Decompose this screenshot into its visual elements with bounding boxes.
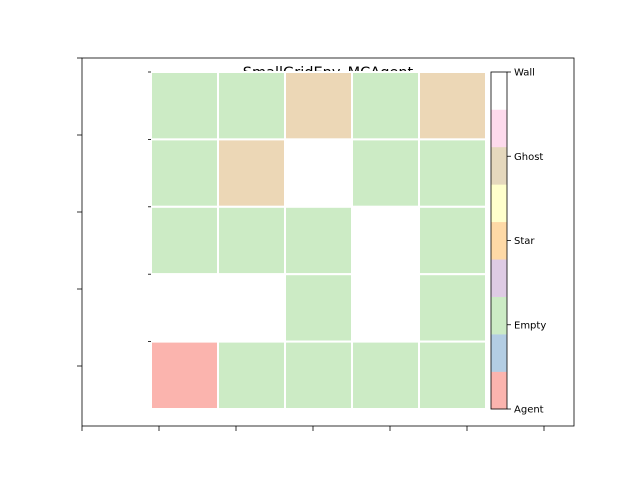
colorbar-segment-2 bbox=[491, 296, 507, 335]
grid-cell-r4-c3 bbox=[351, 340, 420, 411]
colorbar-segment-0 bbox=[491, 371, 507, 410]
colorbar-segment-3 bbox=[491, 259, 507, 297]
grid-cell-r1-c0 bbox=[150, 138, 219, 208]
grid-cell-r2-c2 bbox=[284, 205, 353, 276]
colorbar: Agent Empty Star Ghost Wall bbox=[490, 68, 546, 416]
colorbar-segment-8 bbox=[491, 72, 507, 110]
grid-cell-r0-c0 bbox=[150, 71, 219, 141]
grid-cell-r1-c2 bbox=[284, 138, 353, 208]
grid-cell-r3-c3 bbox=[351, 273, 420, 343]
colorbar-tick-label-ghost: Ghost bbox=[514, 152, 543, 163]
grid-cell-r1-c3 bbox=[351, 138, 420, 208]
grid-cell-r2-c4 bbox=[418, 205, 487, 276]
grid-cell-r2-c1 bbox=[217, 205, 286, 276]
colorbar-segment-7 bbox=[491, 109, 507, 148]
colorbar-tick-label-star: Star bbox=[514, 236, 535, 247]
grid-cell-r4-c1 bbox=[217, 340, 286, 411]
axes-ticks bbox=[77, 57, 545, 431]
grid-cell-r1-c4 bbox=[418, 138, 487, 208]
grid-cell-r4-c4 bbox=[418, 340, 487, 411]
grid-cell-r3-c0 bbox=[150, 273, 219, 343]
colorbar-segment-4 bbox=[491, 221, 507, 260]
grid-cell-r2-c0 bbox=[150, 205, 219, 276]
grid-cell-r4-c2 bbox=[284, 340, 353, 411]
colorbar-tick-label-wall: Wall bbox=[514, 68, 535, 79]
grid-cell-r2-c3 bbox=[351, 205, 420, 276]
grid-cell-r3-c1 bbox=[217, 273, 286, 343]
colorbar-segment-1 bbox=[491, 334, 507, 372]
grid-cell-r3-c4 bbox=[418, 273, 487, 343]
colorbar-tick-label-agent: Agent bbox=[514, 405, 544, 416]
colorbar-segment-5 bbox=[491, 184, 507, 223]
colorbar-tick-label-empty: Empty bbox=[514, 320, 546, 331]
axes-frame bbox=[81, 57, 575, 427]
grid-cell-r0-c1 bbox=[217, 71, 286, 141]
grid-cell-r1-c1 bbox=[217, 138, 286, 208]
grid-cell-r0-c2 bbox=[284, 71, 353, 141]
grid-cells bbox=[148, 71, 487, 411]
grid-cell-r4-c0 bbox=[150, 340, 219, 411]
grid-cell-r0-c3 bbox=[351, 71, 420, 141]
colorbar-segment-6 bbox=[491, 146, 507, 185]
grid-cell-r3-c2 bbox=[284, 273, 353, 343]
grid-cell-r0-c4 bbox=[418, 71, 487, 141]
